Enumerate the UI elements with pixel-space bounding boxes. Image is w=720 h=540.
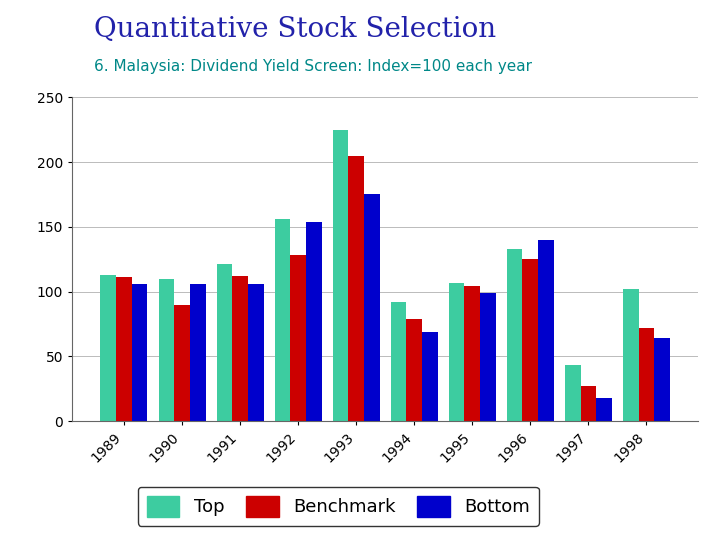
Bar <box>174 305 190 421</box>
Legend: Top, Benchmark, Bottom: Top, Benchmark, Bottom <box>138 487 539 525</box>
Bar <box>116 278 132 421</box>
Bar <box>480 293 496 421</box>
Bar <box>391 302 406 421</box>
Bar <box>290 255 306 421</box>
Bar <box>580 386 596 421</box>
Bar <box>190 284 205 421</box>
Bar <box>449 282 464 421</box>
Bar <box>565 366 580 421</box>
Bar <box>538 240 554 421</box>
Bar <box>274 219 290 421</box>
Bar <box>306 221 322 421</box>
Bar <box>623 289 639 421</box>
Bar <box>639 328 654 421</box>
Bar <box>333 130 348 421</box>
Bar <box>248 284 264 421</box>
Bar <box>217 265 233 421</box>
Bar <box>507 249 523 421</box>
Text: 6. Malaysia: Dividend Yield Screen: Index=100 each year: 6. Malaysia: Dividend Yield Screen: Inde… <box>94 59 531 75</box>
Bar <box>233 276 248 421</box>
Bar <box>523 259 538 421</box>
Bar <box>101 275 116 421</box>
Text: Quantitative Stock Selection: Quantitative Stock Selection <box>94 16 496 43</box>
Bar <box>348 156 364 421</box>
Bar <box>158 279 174 421</box>
Bar <box>422 332 438 421</box>
Bar <box>596 398 612 421</box>
Bar <box>464 286 480 421</box>
Bar <box>654 338 670 421</box>
Bar <box>132 284 148 421</box>
Bar <box>364 194 379 421</box>
Bar <box>406 319 422 421</box>
